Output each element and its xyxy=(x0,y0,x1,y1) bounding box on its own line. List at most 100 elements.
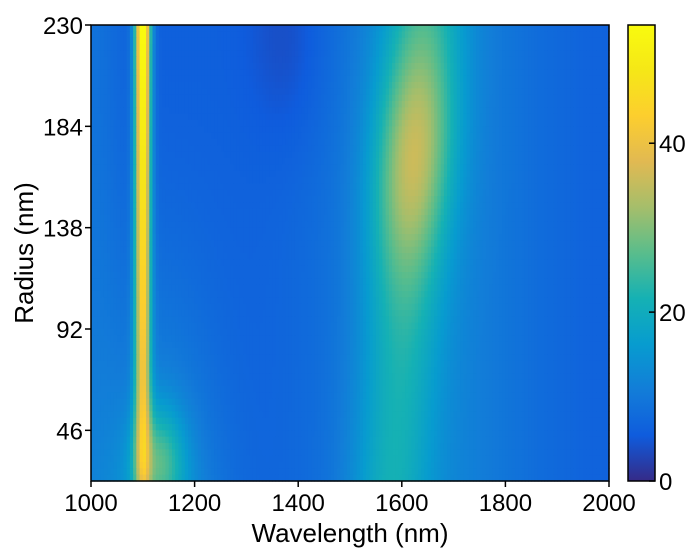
heatmap-cell xyxy=(447,120,451,127)
heatmap-cell xyxy=(469,75,474,83)
heatmap-cell xyxy=(524,56,529,64)
heatmap-cell xyxy=(340,75,345,83)
heatmap-cell xyxy=(550,120,555,127)
heatmap-cell xyxy=(210,63,215,70)
heatmap-cell xyxy=(372,164,377,172)
heatmap-cell xyxy=(272,113,277,121)
heatmap-cell xyxy=(405,113,409,121)
heatmap-cell xyxy=(294,94,299,102)
heatmap-cell xyxy=(184,158,189,165)
heatmap-cell xyxy=(505,75,510,83)
heatmap-cell xyxy=(217,63,222,70)
heatmap-cell xyxy=(175,189,180,197)
heatmap-cell xyxy=(596,44,600,51)
heatmap-cell xyxy=(294,113,299,121)
heatmap-cell xyxy=(285,196,290,203)
heatmap-cell xyxy=(304,101,309,108)
heatmap-cell xyxy=(563,113,568,121)
heatmap-cell xyxy=(103,69,108,77)
heatmap-cell xyxy=(158,208,163,216)
heatmap-cell xyxy=(560,202,565,210)
heatmap-cell xyxy=(330,145,335,153)
heatmap-cell xyxy=(226,132,231,140)
heatmap-cell xyxy=(343,69,348,77)
heatmap-cell xyxy=(178,202,183,210)
heatmap-cell xyxy=(473,215,477,222)
heatmap-cell xyxy=(385,202,390,210)
heatmap-cell xyxy=(291,113,296,121)
heatmap-cell xyxy=(155,170,160,178)
heatmap-cell xyxy=(375,158,380,165)
heatmap-cell xyxy=(152,37,157,45)
heatmap-cell xyxy=(379,189,383,197)
heatmap-cell xyxy=(417,132,422,140)
heatmap-cell xyxy=(553,208,558,216)
heatmap-cell xyxy=(123,75,128,83)
heatmap-cell xyxy=(596,113,600,121)
heatmap-cell xyxy=(103,151,108,159)
heatmap-cell xyxy=(369,145,374,153)
heatmap-cell xyxy=(524,202,529,210)
heatmap-cell xyxy=(210,37,215,45)
heatmap-cell xyxy=(570,170,574,178)
heatmap-cell xyxy=(518,189,523,197)
heatmap-cell xyxy=(239,196,244,203)
heatmap-cell xyxy=(466,170,471,178)
heatmap-cell xyxy=(324,88,328,96)
heatmap-cell xyxy=(456,164,461,172)
heatmap-cell xyxy=(197,196,202,203)
heatmap-cell xyxy=(188,151,192,159)
heatmap-cell xyxy=(528,101,532,108)
heatmap-cell xyxy=(524,50,529,58)
heatmap-cell xyxy=(414,132,419,140)
heatmap-cell xyxy=(107,75,112,83)
heatmap-cell xyxy=(214,107,218,115)
heatmap-cell xyxy=(534,177,539,184)
heatmap-cell xyxy=(304,25,309,32)
heatmap-cell xyxy=(437,94,442,102)
heatmap-cell xyxy=(534,208,539,216)
heatmap-cell xyxy=(207,107,212,115)
heatmap-cell xyxy=(307,164,312,172)
heatmap-cell xyxy=(307,183,312,191)
heatmap-cell xyxy=(194,158,199,165)
heatmap-cell xyxy=(353,170,358,178)
heatmap-cell xyxy=(246,145,251,153)
heatmap-cell xyxy=(356,177,361,184)
heatmap-cell xyxy=(388,170,393,178)
heatmap-cell xyxy=(401,202,406,210)
heatmap-cell xyxy=(469,25,474,32)
heatmap-cell xyxy=(453,139,458,146)
heatmap-cell xyxy=(184,183,189,191)
heatmap-cell xyxy=(541,215,545,222)
heatmap-cell xyxy=(560,151,565,159)
heatmap-cell xyxy=(194,82,199,89)
heatmap-cell xyxy=(353,208,358,216)
heatmap-cell xyxy=(265,37,270,45)
heatmap-cell xyxy=(123,139,128,146)
heatmap-cell xyxy=(168,120,173,127)
heatmap-cell xyxy=(129,88,134,96)
heatmap-cell xyxy=(596,94,600,102)
heatmap-cell xyxy=(311,94,315,102)
heatmap-cell xyxy=(311,50,315,58)
heatmap-cell xyxy=(434,208,439,216)
heatmap-cell xyxy=(437,215,442,222)
heatmap-cell xyxy=(434,196,439,203)
heatmap-cell xyxy=(495,158,500,165)
heatmap-cell xyxy=(162,120,167,127)
heatmap-cell xyxy=(158,107,163,115)
heatmap-cell xyxy=(592,202,597,210)
heatmap-cell xyxy=(372,177,377,184)
heatmap-cell xyxy=(314,120,319,127)
heatmap-cell xyxy=(252,113,257,121)
heatmap-cell xyxy=(217,50,222,58)
heatmap-cell xyxy=(511,44,516,51)
heatmap-cell xyxy=(103,44,108,51)
heatmap-cell xyxy=(330,50,335,58)
heatmap-cell xyxy=(343,170,348,178)
heatmap-cell xyxy=(502,63,506,70)
heatmap-cell xyxy=(463,113,468,121)
heatmap-cell xyxy=(256,215,260,222)
